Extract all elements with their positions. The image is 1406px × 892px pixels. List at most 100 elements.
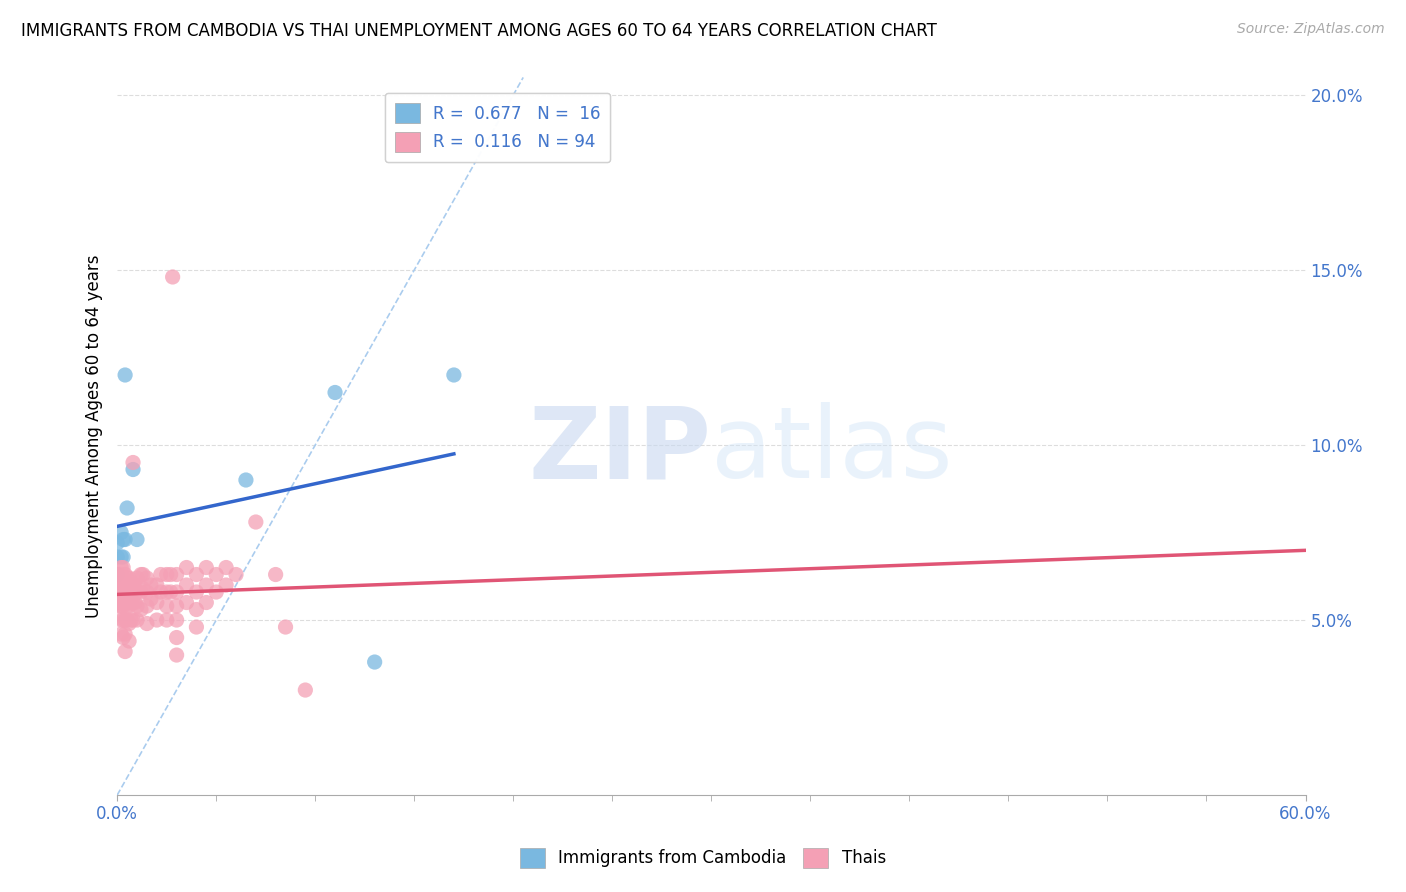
Point <box>166 613 188 627</box>
Point <box>124 595 146 609</box>
Point <box>122 578 145 592</box>
Point <box>120 613 142 627</box>
Point <box>110 627 132 641</box>
Point <box>112 585 135 599</box>
Point <box>110 525 132 540</box>
Point <box>108 599 131 613</box>
Point <box>162 270 184 285</box>
Point <box>114 644 136 658</box>
Legend: Immigrants from Cambodia, Thais: Immigrants from Cambodia, Thais <box>513 841 893 875</box>
Point <box>112 631 135 645</box>
Point <box>186 620 208 634</box>
Point <box>176 595 198 609</box>
Point <box>122 462 145 476</box>
Point <box>108 589 131 603</box>
Point <box>215 560 238 574</box>
Point <box>110 560 132 574</box>
Point <box>159 567 181 582</box>
Point <box>110 585 132 599</box>
Point <box>105 567 128 582</box>
Point <box>108 567 131 582</box>
Point <box>139 592 162 607</box>
Point <box>115 599 138 613</box>
Point <box>166 567 188 582</box>
Point <box>129 602 152 616</box>
Point <box>115 501 138 516</box>
Point <box>156 613 179 627</box>
Point <box>132 582 155 596</box>
Point <box>176 560 198 574</box>
Point <box>115 613 138 627</box>
Point <box>156 585 179 599</box>
Point <box>114 613 136 627</box>
Point <box>135 599 157 613</box>
Point <box>105 585 128 599</box>
Point <box>112 613 135 627</box>
Point <box>114 595 136 609</box>
Point <box>105 536 128 550</box>
Point <box>205 585 228 599</box>
Point <box>105 595 128 609</box>
Point <box>112 533 135 547</box>
Point <box>112 599 135 613</box>
Point <box>118 634 141 648</box>
Point <box>149 585 172 599</box>
Point <box>108 578 131 592</box>
Point <box>118 571 141 585</box>
Point <box>115 571 138 585</box>
Point <box>146 578 169 592</box>
Point <box>146 613 169 627</box>
Point <box>176 578 198 592</box>
Point <box>139 578 162 592</box>
Point <box>186 585 208 599</box>
Point <box>159 585 181 599</box>
Point <box>225 567 247 582</box>
Point <box>110 549 132 564</box>
Point <box>245 515 267 529</box>
Point <box>122 595 145 609</box>
Point <box>129 585 152 599</box>
Point <box>135 585 157 599</box>
Point <box>122 613 145 627</box>
Point <box>156 567 179 582</box>
Text: ZIP: ZIP <box>529 402 711 500</box>
Point <box>294 683 316 698</box>
Point <box>186 602 208 616</box>
Point <box>105 578 128 592</box>
Point <box>118 599 141 613</box>
Point <box>274 620 297 634</box>
Point <box>115 585 138 599</box>
Legend: R =  0.677   N =  16, R =  0.116   N = 94: R = 0.677 N = 16, R = 0.116 N = 94 <box>384 93 610 162</box>
Point <box>215 578 238 592</box>
Point <box>110 599 132 613</box>
Point <box>125 585 148 599</box>
Point <box>166 585 188 599</box>
Point <box>112 571 135 585</box>
Point <box>125 613 148 627</box>
Point <box>114 567 136 582</box>
Point <box>114 368 136 382</box>
Point <box>105 549 128 564</box>
Point <box>122 456 145 470</box>
Point <box>124 578 146 592</box>
Point <box>135 571 157 585</box>
Point <box>129 567 152 582</box>
Point <box>195 595 218 609</box>
Point <box>125 599 148 613</box>
Point <box>156 599 179 613</box>
Y-axis label: Unemployment Among Ages 60 to 64 years: Unemployment Among Ages 60 to 64 years <box>86 254 103 618</box>
Point <box>112 560 135 574</box>
Text: Source: ZipAtlas.com: Source: ZipAtlas.com <box>1237 22 1385 37</box>
Point <box>443 368 465 382</box>
Point <box>149 567 172 582</box>
Point <box>166 648 188 662</box>
Point <box>195 560 218 574</box>
Point <box>186 567 208 582</box>
Point <box>264 567 287 582</box>
Point <box>205 567 228 582</box>
Point <box>110 613 132 627</box>
Point <box>323 385 346 400</box>
Point <box>118 585 141 599</box>
Point <box>110 571 132 585</box>
Point <box>114 582 136 596</box>
